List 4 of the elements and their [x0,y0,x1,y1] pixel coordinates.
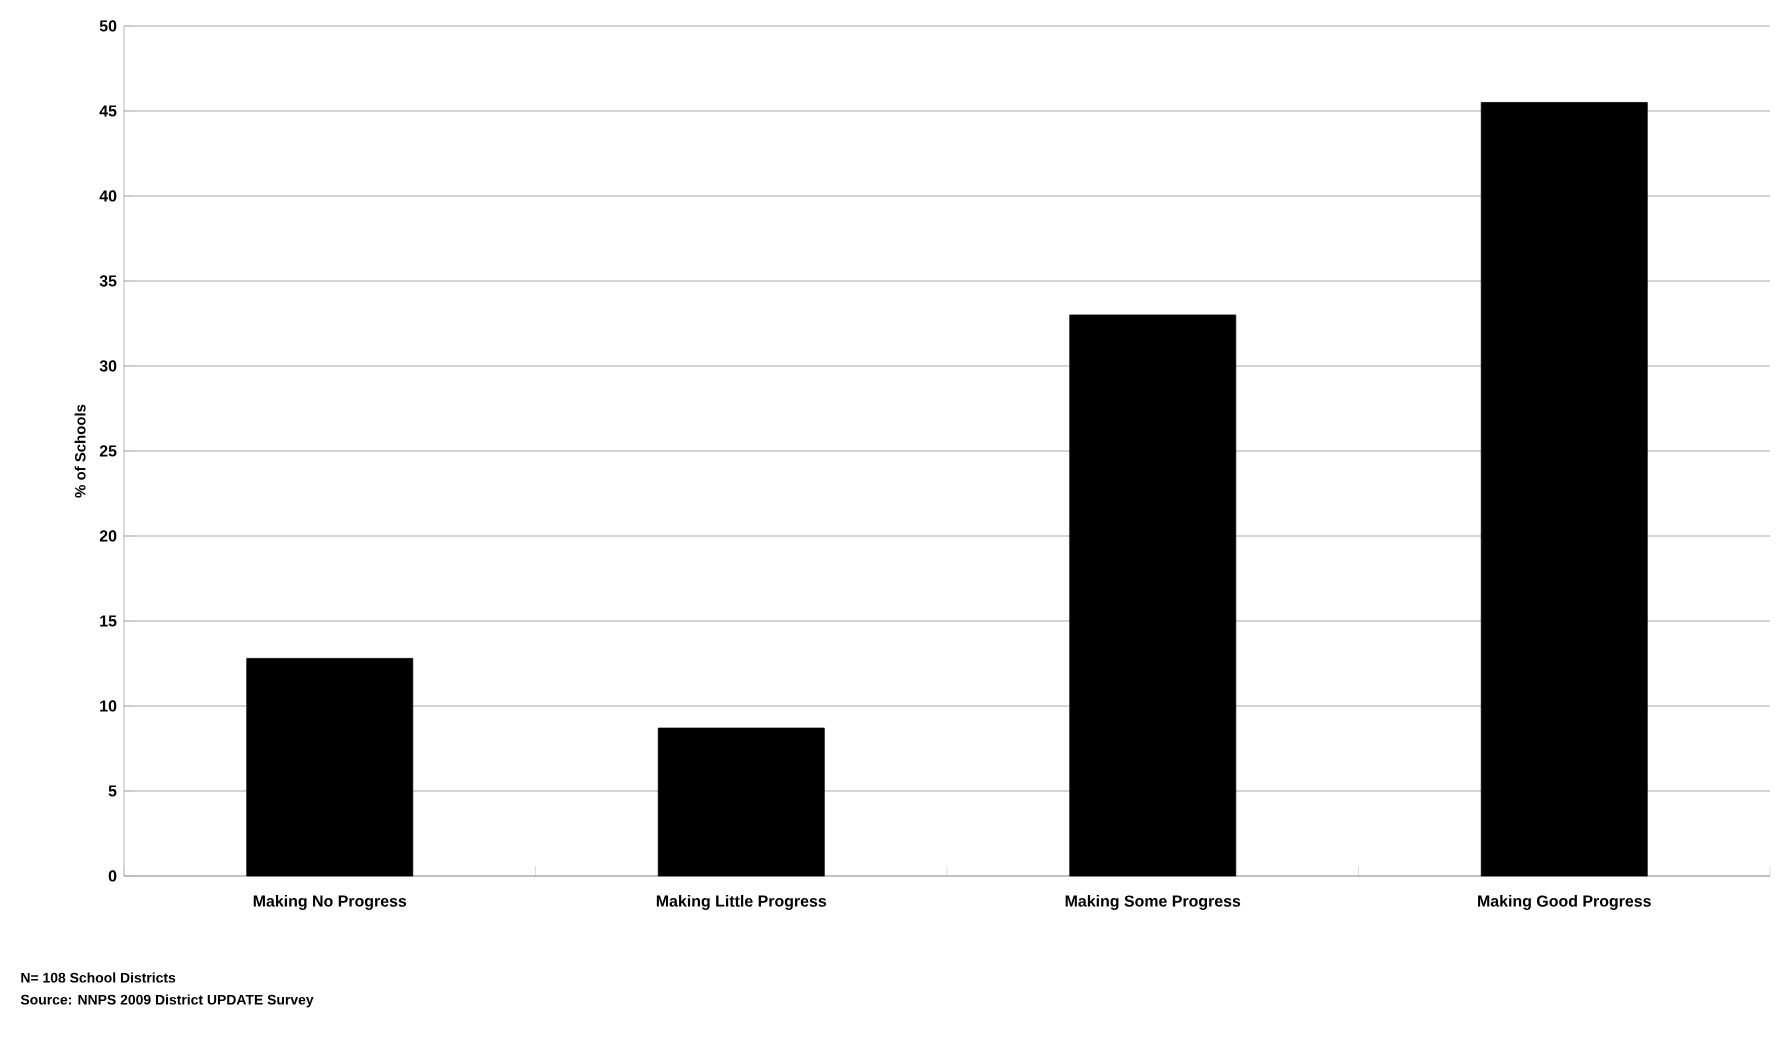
bar [246,657,414,877]
bar [657,727,825,877]
bar [1480,102,1648,877]
bar [1069,314,1237,877]
